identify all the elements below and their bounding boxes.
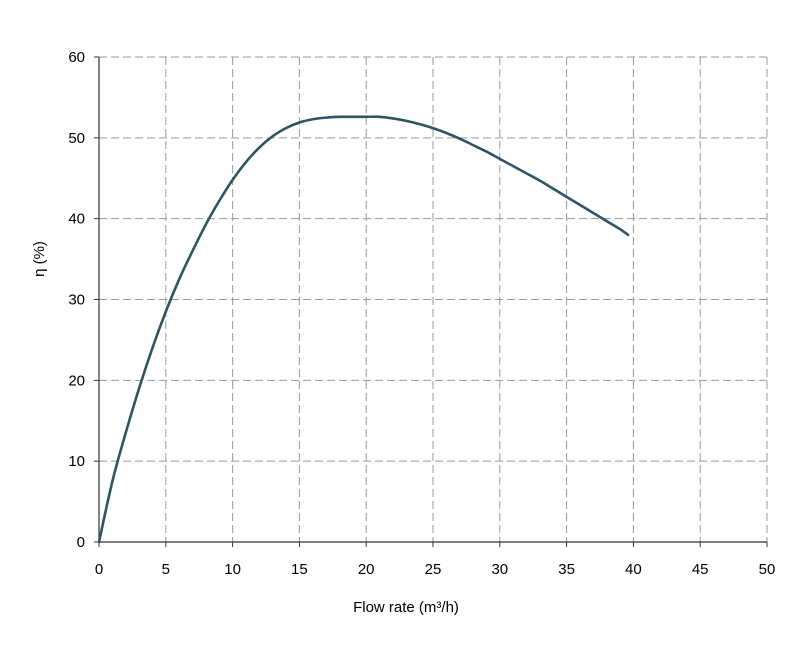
x-tick-label: 35 (558, 561, 575, 578)
x-axis-label: Flow rate (m³/h) (353, 599, 459, 616)
x-tick-label: 45 (692, 561, 709, 578)
efficiency-series-line (97, 115, 630, 544)
grid (99, 56, 768, 542)
x-tick-label: 50 (759, 561, 776, 578)
x-tick-label: 5 (162, 561, 170, 578)
y-tick-label: 60 (68, 49, 85, 66)
x-tick-label: 10 (224, 561, 241, 578)
x-tick-labels: 0 5 10 15 20 25 30 35 40 45 50 (95, 542, 776, 578)
y-tick-label: 50 (68, 130, 85, 147)
x-tick-label: 15 (291, 561, 308, 578)
y-tick-label: 30 (68, 292, 85, 309)
y-tick-label: 10 (68, 453, 85, 470)
y-axis-label: η (%) (31, 241, 48, 277)
y-tick-label: 0 (77, 534, 85, 551)
x-tick-label: 40 (625, 561, 642, 578)
series (97, 115, 630, 544)
y-tick-labels: 0 10 20 30 40 50 60 (68, 49, 99, 551)
x-tick-label: 25 (425, 561, 442, 578)
x-tick-label: 20 (358, 561, 375, 578)
x-tick-label: 30 (491, 561, 508, 578)
x-tick-label: 0 (95, 561, 103, 578)
y-tick-label: 40 (68, 211, 85, 228)
y-tick-label: 20 (68, 372, 85, 389)
